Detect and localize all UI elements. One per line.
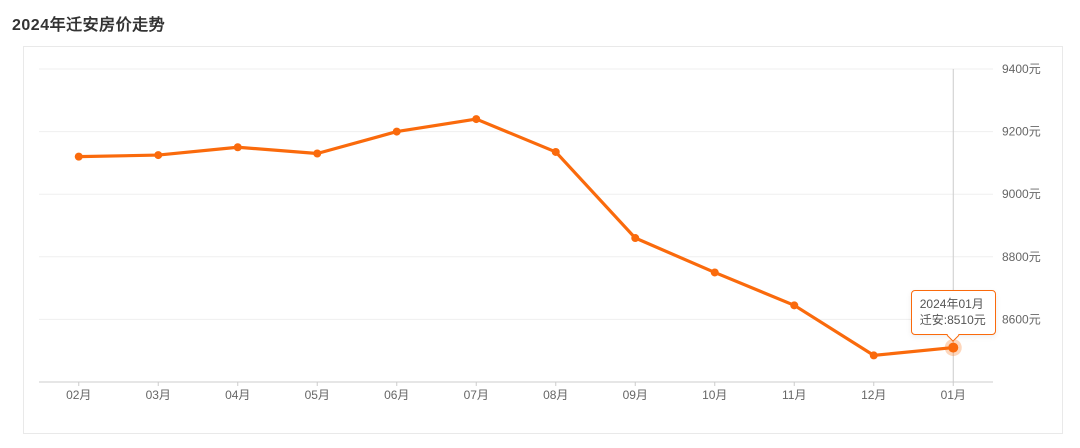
price-line <box>77 117 955 357</box>
data-point[interactable] <box>392 127 401 136</box>
highlighted-data-point[interactable] <box>948 342 959 353</box>
price-trend-chart-panel: 9400元 9200元 9000元 8800元 8600元 02月 03月 04月 05月 06月… <box>23 46 1063 434</box>
data-point[interactable] <box>790 301 799 310</box>
x-axis-label: 12月 <box>861 388 886 402</box>
tooltip-date: 2024年01月 <box>919 297 984 312</box>
y-axis-label: 8600元 <box>1002 312 1041 326</box>
data-point[interactable] <box>313 149 322 158</box>
x-axis-label: 02月 <box>66 388 91 402</box>
line-chart[interactable]: 9400元 9200元 9000元 8800元 8600元 02月 03月 04月 05月 06月… <box>24 47 1062 433</box>
x-axis-label: 03月 <box>146 388 171 402</box>
x-axis-label: 09月 <box>623 388 648 402</box>
page-title: 2024年迁安房价走势 <box>12 17 166 34</box>
x-axis-label: 08月 <box>543 388 568 402</box>
x-axis-label: 01月 <box>941 388 966 402</box>
data-point[interactable] <box>233 143 242 152</box>
y-axis-label: 9000元 <box>1002 187 1041 201</box>
x-axis-label: 10月 <box>702 388 727 402</box>
y-axis-label: 8800元 <box>1002 250 1041 264</box>
x-axis-label: 07月 <box>464 388 489 402</box>
data-point[interactable] <box>74 152 83 161</box>
x-axis-label: 11月 <box>782 388 806 402</box>
data-point[interactable] <box>551 147 560 156</box>
data-point[interactable] <box>154 151 163 160</box>
y-axis-label: 9200元 <box>1002 125 1041 139</box>
y-axis-label: 9400元 <box>1002 62 1041 76</box>
chart-tooltip: 2024年01月 迁安:8510元 <box>910 290 996 342</box>
data-point[interactable] <box>869 351 878 360</box>
x-axis-label: 04月 <box>225 388 250 402</box>
tooltip-value: 迁安:8510元 <box>919 313 986 328</box>
x-axis-label: 06月 <box>384 388 409 402</box>
data-point[interactable] <box>472 115 481 124</box>
data-point[interactable] <box>710 268 719 277</box>
x-axis-label: 05月 <box>305 388 330 402</box>
data-point[interactable] <box>631 234 640 243</box>
